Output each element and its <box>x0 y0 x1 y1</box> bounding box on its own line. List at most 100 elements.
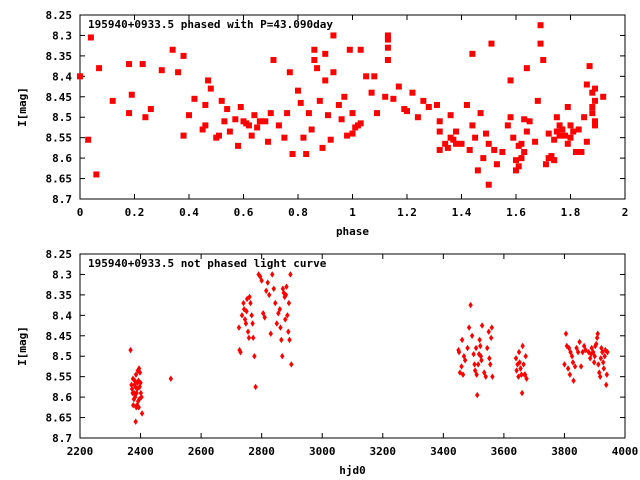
data-point <box>572 148 579 155</box>
data-point <box>466 146 473 153</box>
data-point <box>534 97 541 104</box>
data-point <box>594 334 600 342</box>
data-point <box>349 130 356 137</box>
data-point <box>316 97 323 104</box>
data-point <box>605 348 610 356</box>
data-point <box>270 271 275 278</box>
data-point <box>322 50 329 57</box>
data-point <box>286 69 293 76</box>
data-point <box>588 350 594 358</box>
data-point <box>129 381 134 389</box>
data-point <box>420 97 427 104</box>
y-tick-label: 8.25 <box>46 248 73 261</box>
data-point <box>267 110 274 117</box>
data-point <box>224 106 231 113</box>
data-point <box>168 375 174 382</box>
data-point <box>523 353 528 360</box>
data-point <box>537 22 544 29</box>
data-point <box>286 328 291 335</box>
y-tick-label: 8.4 <box>52 70 72 83</box>
data-point <box>283 316 288 323</box>
data-point <box>305 110 312 117</box>
data-point <box>239 312 245 319</box>
data-point <box>244 295 250 303</box>
data-point <box>180 132 187 139</box>
data-point <box>592 353 597 360</box>
x-tick-label: 1.8 <box>561 206 581 219</box>
data-point <box>273 299 278 307</box>
data-point <box>488 40 495 47</box>
data-point <box>85 136 92 143</box>
data-point <box>134 389 139 397</box>
data-point <box>516 373 521 380</box>
data-point <box>280 353 285 360</box>
data-point <box>77 73 83 80</box>
data-point <box>357 46 364 53</box>
plot-frame <box>79 253 626 439</box>
y-tick-label: 8.6 <box>52 152 72 165</box>
data-point <box>522 371 528 378</box>
data-point <box>349 110 356 117</box>
y-tick-label: 8.7 <box>52 432 72 445</box>
data-point <box>244 308 249 315</box>
data-point <box>571 377 576 384</box>
data-point <box>583 81 590 88</box>
x-tick-label: 0 <box>77 206 84 219</box>
x-tick-label: 1.4 <box>452 206 472 219</box>
data-point <box>308 126 315 133</box>
data-point <box>572 363 578 370</box>
data-point <box>319 144 326 151</box>
data-point <box>243 320 249 327</box>
data-point <box>251 112 258 119</box>
data-point <box>338 116 345 123</box>
data-point <box>436 146 443 153</box>
data-point <box>518 365 523 372</box>
data-point <box>169 46 176 53</box>
data-point <box>264 287 269 294</box>
data-point <box>404 108 410 115</box>
data-point <box>242 316 248 323</box>
y-axis-label: I[mag] <box>16 87 29 127</box>
data-point <box>238 348 243 356</box>
data-point <box>578 148 585 155</box>
data-point <box>247 293 252 301</box>
data-point <box>270 56 277 63</box>
data-point <box>311 56 318 63</box>
data-point <box>425 104 432 110</box>
data-point <box>368 89 375 96</box>
x-tick-label: 2600 <box>188 445 215 458</box>
data-point <box>480 155 487 162</box>
data-point <box>453 140 460 147</box>
data-point <box>479 322 485 329</box>
data-point <box>589 89 596 96</box>
data-point <box>596 361 601 368</box>
data-point <box>460 371 466 378</box>
data-point <box>129 385 135 393</box>
data-point <box>409 89 416 96</box>
data-point <box>597 373 603 380</box>
data-point <box>268 330 273 337</box>
x-tick-label: 2200 <box>67 445 94 458</box>
data-point <box>135 398 141 405</box>
data-point <box>478 353 484 360</box>
data-point <box>598 355 603 362</box>
data-point <box>520 342 525 350</box>
data-point <box>287 336 292 344</box>
data-point <box>486 328 491 335</box>
y-tick-label: 8.4 <box>52 309 72 322</box>
data-point <box>563 330 569 337</box>
data-point <box>128 91 135 98</box>
data-point <box>139 410 145 417</box>
data-point <box>311 46 318 53</box>
data-point <box>93 171 100 178</box>
data-point <box>245 328 251 335</box>
data-point <box>277 306 283 313</box>
data-point <box>562 361 567 368</box>
data-point <box>526 118 533 125</box>
data-point <box>488 334 494 342</box>
data-point <box>289 151 296 158</box>
phased-light-curve-plot: 8.25 8.3 8.35 8.4 8.45 8.5 8.55 8.6 8.65 8.7 0 0.2 0… <box>16 9 628 238</box>
data-point <box>518 140 525 147</box>
data-point <box>138 379 143 386</box>
